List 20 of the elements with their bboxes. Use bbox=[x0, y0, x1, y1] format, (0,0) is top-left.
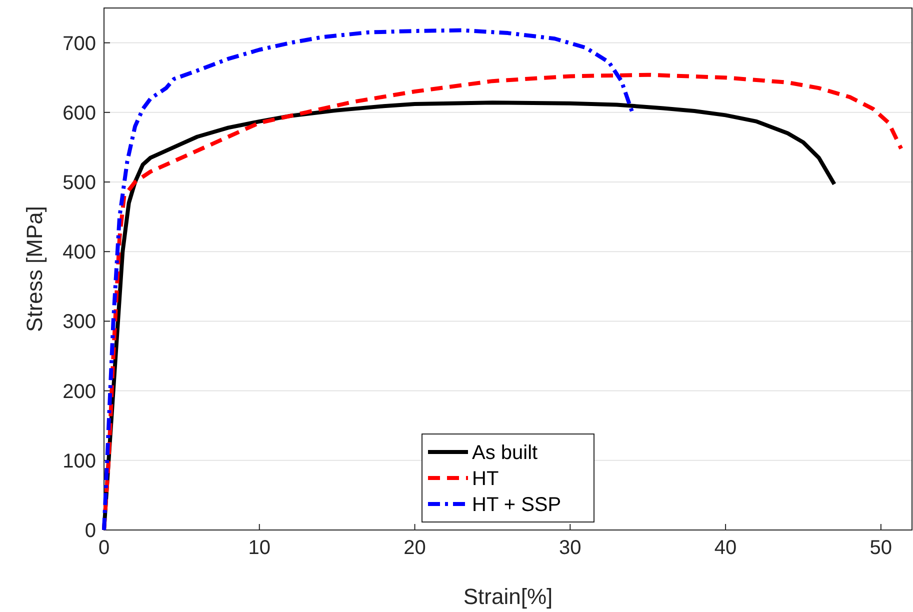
x-tick-label: 0 bbox=[98, 537, 110, 559]
legend-label: As built bbox=[472, 442, 538, 464]
x-tick-label: 50 bbox=[870, 537, 892, 559]
x-tick-label: 30 bbox=[559, 537, 582, 559]
x-axis-title: Strain[%] bbox=[463, 584, 553, 609]
y-tick-label: 700 bbox=[62, 32, 96, 55]
y-tick-label: 100 bbox=[62, 450, 96, 472]
y-axis-title: Stress [MPa] bbox=[22, 206, 47, 332]
x-tick-label: 10 bbox=[248, 537, 271, 559]
line-series bbox=[102, 28, 634, 532]
y-tick-label: 400 bbox=[62, 242, 96, 264]
legend-label: HT + SSP bbox=[472, 494, 562, 516]
y-tick-label: 600 bbox=[62, 102, 96, 124]
y-tick-label: 200 bbox=[62, 380, 96, 403]
y-tick-label: 300 bbox=[62, 311, 96, 334]
legend-label: HT bbox=[472, 468, 499, 490]
x-tick-label: 40 bbox=[714, 537, 737, 559]
y-tick-label: 500 bbox=[62, 172, 96, 194]
x-tick-label: 20 bbox=[404, 537, 426, 559]
y-tick-label: 0 bbox=[84, 520, 96, 542]
